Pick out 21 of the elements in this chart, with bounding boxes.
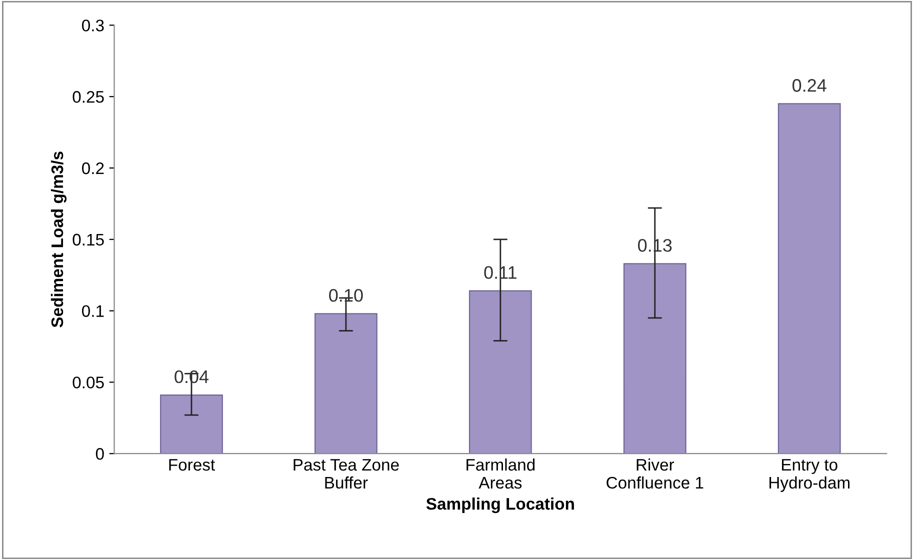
x-axis-title: Sampling Location	[426, 498, 574, 514]
y-tick-label: 0.3	[82, 20, 104, 32]
x-tick-label: Entry to Hydro-dam	[770, 459, 850, 492]
x-tick-label: Past Tea Zone Buffer	[294, 459, 399, 489]
y-tick-label: 0	[96, 448, 104, 460]
bar	[160, 394, 223, 454]
x-tick-label: River Confluence 1	[606, 458, 704, 489]
y-tick-label: 0.25	[72, 91, 104, 103]
bar	[468, 290, 532, 454]
bar	[623, 263, 686, 454]
x-tick-label: Forest	[169, 459, 215, 471]
y-tick-label: 0.1	[82, 305, 104, 318]
y-axis-title: Sediment Load g/m3/s	[50, 152, 67, 328]
bar	[778, 103, 841, 454]
y-tick-label: 0.2	[82, 162, 104, 174]
x-tick-label: Farmland Areas	[466, 458, 535, 489]
data-label: 0.10	[329, 288, 363, 302]
y-tick-label: 0.15	[72, 234, 104, 246]
bar	[314, 313, 378, 454]
y-tick-label: 0.05	[72, 376, 104, 388]
data-label: 0.24	[792, 79, 826, 92]
